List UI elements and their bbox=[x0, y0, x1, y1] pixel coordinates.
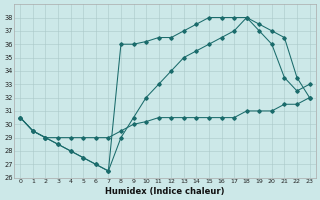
X-axis label: Humidex (Indice chaleur): Humidex (Indice chaleur) bbox=[105, 187, 225, 196]
